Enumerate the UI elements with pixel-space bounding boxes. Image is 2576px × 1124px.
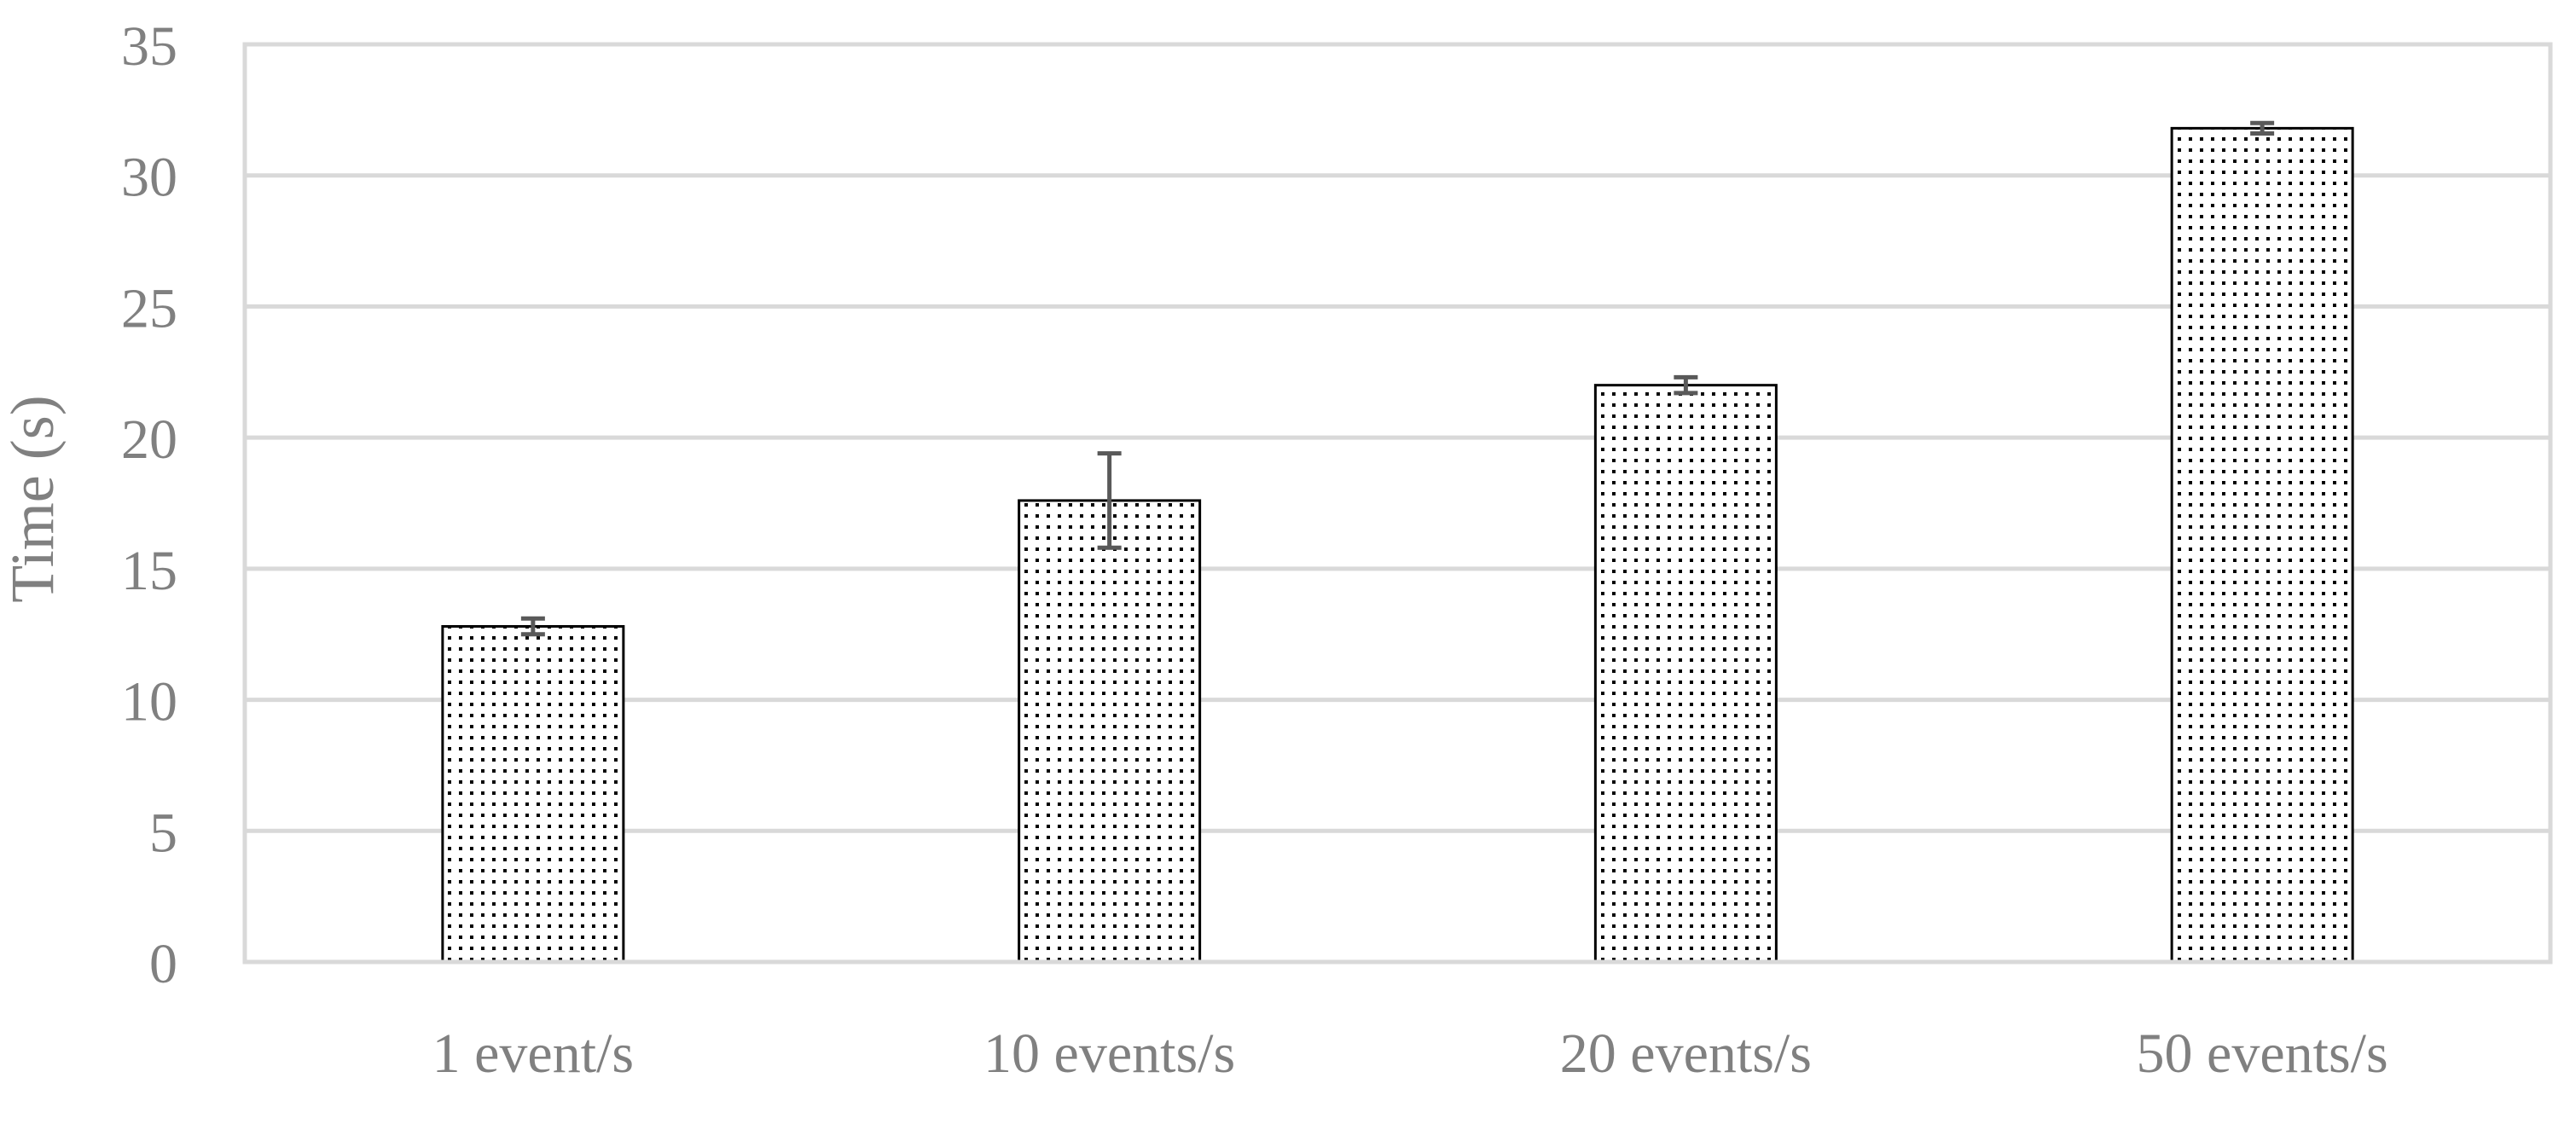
bar (441, 624, 625, 964)
y-tick-label: 10 (121, 671, 177, 733)
y-tick-label: 5 (149, 802, 177, 864)
plot-frame (242, 42, 2553, 965)
y-axis-title: Time (s) (0, 395, 67, 602)
y-tick-label: 20 (121, 408, 177, 471)
bar (1593, 384, 1778, 964)
x-tick-label: 50 events/s (2137, 1023, 2388, 1085)
bar (1018, 499, 1202, 964)
y-tick-label: 15 (121, 540, 177, 602)
bar (2170, 126, 2354, 964)
error-bar (1097, 451, 1122, 550)
y-tick-label: 35 (121, 15, 177, 78)
y-tick-label: 25 (121, 277, 177, 339)
error-bars (520, 120, 2275, 637)
error-bar (2250, 120, 2275, 136)
y-tick-label: 0 (149, 933, 177, 995)
bars (441, 126, 2354, 964)
y-tick-labels: 0 5 10 15 20 25 30 35 (121, 15, 177, 995)
gridlines (245, 173, 2550, 833)
y-tick-label: 30 (121, 147, 177, 209)
plot-border (242, 42, 2553, 965)
x-tick-label: 1 event/s (432, 1023, 634, 1085)
x-tick-labels: 1 event/s 10 events/s 20 events/s 50 events… (432, 1023, 2388, 1085)
error-bar (520, 616, 545, 637)
x-tick-label: 10 events/s (983, 1023, 1235, 1085)
x-tick-label: 20 events/s (1560, 1023, 1812, 1085)
error-bar (1674, 374, 1698, 396)
